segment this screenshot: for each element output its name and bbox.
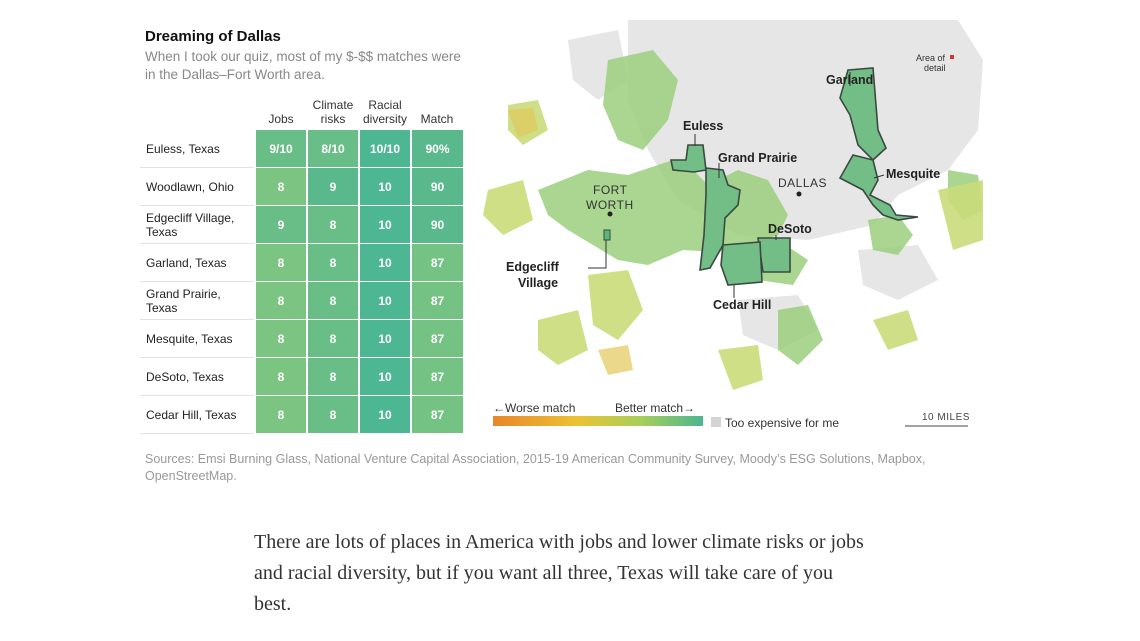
match-score: 87 <box>410 357 463 396</box>
match-score: 90% <box>410 130 463 168</box>
climate-score: 8 <box>306 395 359 434</box>
table-row: Edgecliff Village, Texas 9 8 10 90 <box>140 205 463 244</box>
racial-score: 10 <box>358 167 411 206</box>
scale-bar: 10 MILES <box>905 412 970 427</box>
match-score: 87 <box>410 281 463 320</box>
match-score: 87 <box>410 243 463 282</box>
jobs-score: 8 <box>254 357 307 396</box>
climate-score: 8/10 <box>306 130 359 168</box>
match-score: 90 <box>410 167 463 206</box>
city-name: Euless, Texas <box>140 130 255 168</box>
label-desoto: DeSoto <box>768 222 812 236</box>
jobs-score: 9/10 <box>254 130 307 168</box>
dallas-dot <box>796 191 802 197</box>
area-of-detail-inset: Area of detail <box>916 53 954 73</box>
table-header-row: Jobs Climate risks Racial diversity Match <box>140 98 463 130</box>
header-jobs: Jobs <box>268 112 294 126</box>
legend-gradient-bar <box>493 416 703 426</box>
jobs-score: 8 <box>254 281 307 320</box>
table-row: Grand Prairie, Texas 8 8 10 87 <box>140 281 463 320</box>
climate-score: 8 <box>306 281 359 320</box>
header-racial: Racial diversity <box>362 98 407 126</box>
racial-score: 10 <box>358 319 411 358</box>
racial-score: 10 <box>358 281 411 320</box>
label-edgecliff-2: Village <box>518 276 558 290</box>
header-city <box>140 98 255 130</box>
table-row: DeSoto, Texas 8 8 10 87 <box>140 357 463 396</box>
racial-score: 10 <box>358 205 411 244</box>
match-score: 87 <box>410 395 463 434</box>
label-fort-worth-2: WORTH <box>586 198 634 212</box>
fort-worth-dot <box>607 211 613 217</box>
city-name: Grand Prairie, Texas <box>140 281 255 320</box>
jobs-score: 8 <box>254 243 307 282</box>
table-row: Garland, Texas 8 8 10 87 <box>140 243 463 282</box>
legend-expensive-swatch <box>711 417 721 427</box>
table-row: Euless, Texas 9/10 8/10 10/10 90% <box>140 130 463 168</box>
inset-marker <box>950 55 954 59</box>
table-row: Woodlawn, Ohio 8 9 10 90 <box>140 167 463 206</box>
sources-note: Sources: Emsi Burning Glass, National Ve… <box>145 452 926 483</box>
city-name: Garland, Texas <box>140 243 255 282</box>
jobs-score: 8 <box>254 319 307 358</box>
inset-label-1: Area of <box>916 53 946 63</box>
match-score: 90 <box>410 205 463 244</box>
grand-prairie-area <box>699 167 741 271</box>
label-euless: Euless <box>683 119 723 133</box>
worse-match-areas <box>508 108 633 375</box>
match-score: 87 <box>410 319 463 358</box>
legend-better: Better match→ <box>615 401 695 415</box>
mesquite-area <box>838 154 919 221</box>
euless-area <box>670 144 707 173</box>
climate-score: 8 <box>306 205 359 244</box>
climate-score: 8 <box>306 357 359 396</box>
jobs-score: 8 <box>254 395 307 434</box>
match-table: Jobs Climate risks Racial diversity Match … <box>140 98 463 434</box>
table-row: Cedar Hill, Texas 8 8 10 87 <box>140 395 463 434</box>
climate-score: 8 <box>306 243 359 282</box>
climate-score: 9 <box>306 167 359 206</box>
inset-label-2: detail <box>924 63 946 73</box>
city-name: DeSoto, Texas <box>140 357 255 396</box>
scale-label: 10 MILES <box>922 412 970 423</box>
legend: ←Worse match Better match→ Too expensive… <box>493 401 839 430</box>
racial-score: 10/10 <box>358 130 411 168</box>
desoto-area <box>757 237 791 273</box>
table-row: Mesquite, Texas 8 8 10 87 <box>140 319 463 358</box>
legend-worse: ←Worse match <box>493 401 575 415</box>
racial-score: 10 <box>358 395 411 434</box>
header-climate: Climate risks <box>312 98 354 126</box>
city-name: Edgecliff Village, Texas <box>140 205 255 244</box>
legend-expensive: Too expensive for me <box>725 416 839 430</box>
graphic-subtitle: When I took our quiz, most of my $-$$ ma… <box>145 49 461 82</box>
label-fort-worth-1: FORT <box>593 183 628 197</box>
jobs-score: 9 <box>254 205 307 244</box>
weak-match-areas <box>483 100 983 390</box>
label-edgecliff-1: Edgecliff <box>506 260 560 274</box>
header-match: Match <box>420 112 454 126</box>
edgecliff-marker <box>588 229 611 269</box>
mesquite-leader <box>873 174 885 179</box>
label-cedar-hill: Cedar Hill <box>713 298 771 312</box>
city-name: Woodlawn, Ohio <box>140 167 255 206</box>
graphic-title: Dreaming of Dallas <box>145 28 281 45</box>
city-name: Cedar Hill, Texas <box>140 395 255 434</box>
climate-score: 8 <box>306 319 359 358</box>
cedar-hill-area <box>720 241 763 286</box>
label-dallas: DALLAS <box>778 176 827 190</box>
city-name: Mesquite, Texas <box>140 319 255 358</box>
article-paragraph: There are lots of places in America with… <box>254 531 864 615</box>
racial-score: 10 <box>358 357 411 396</box>
leader-lines <box>694 72 885 298</box>
dallas-fort-worth-map: Garland Euless Grand Prairie DALLAS Mesq… <box>478 20 986 438</box>
label-grand-prairie: Grand Prairie <box>718 151 797 165</box>
jobs-score: 8 <box>254 167 307 206</box>
label-mesquite: Mesquite <box>886 167 940 181</box>
racial-score: 10 <box>358 243 411 282</box>
highlighted-cities <box>670 67 919 286</box>
label-garland: Garland <box>826 73 873 87</box>
